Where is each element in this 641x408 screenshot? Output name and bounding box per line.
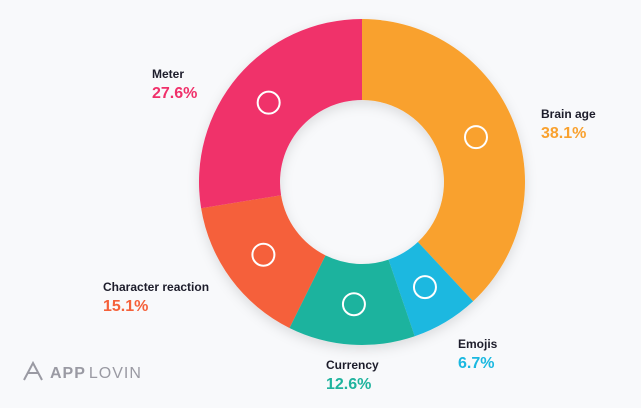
- value-label: 12.6%: [326, 376, 371, 393]
- slice: [198, 19, 362, 209]
- value-label: 6.7%: [458, 355, 494, 372]
- slice: [201, 195, 326, 328]
- slice: [388, 241, 474, 337]
- value-label: 38.1%: [541, 125, 586, 142]
- slice: [362, 19, 525, 302]
- logo-light: LOVIN: [89, 365, 142, 382]
- slice: [289, 255, 415, 346]
- category-label: Currency: [326, 358, 379, 372]
- category-label: Character reaction: [103, 280, 209, 294]
- logo-text: APP LOVIN: [50, 365, 142, 382]
- value-label: 15.1%: [103, 298, 148, 315]
- logo: APP LOVIN: [23, 360, 142, 382]
- slice-icon: [251, 242, 276, 267]
- slice-icon: [341, 292, 366, 317]
- logo-bold: APP: [50, 365, 86, 382]
- slice-icon: [463, 125, 488, 150]
- category-label: Emojis: [458, 337, 498, 351]
- category-label: Brain age: [541, 107, 596, 121]
- donut: [198, 19, 525, 346]
- slice-icon: [256, 90, 281, 115]
- logo-icon: [23, 360, 43, 381]
- category-label: Meter: [152, 67, 184, 81]
- value-label: 27.6%: [152, 85, 197, 102]
- slice-icon: [412, 275, 437, 300]
